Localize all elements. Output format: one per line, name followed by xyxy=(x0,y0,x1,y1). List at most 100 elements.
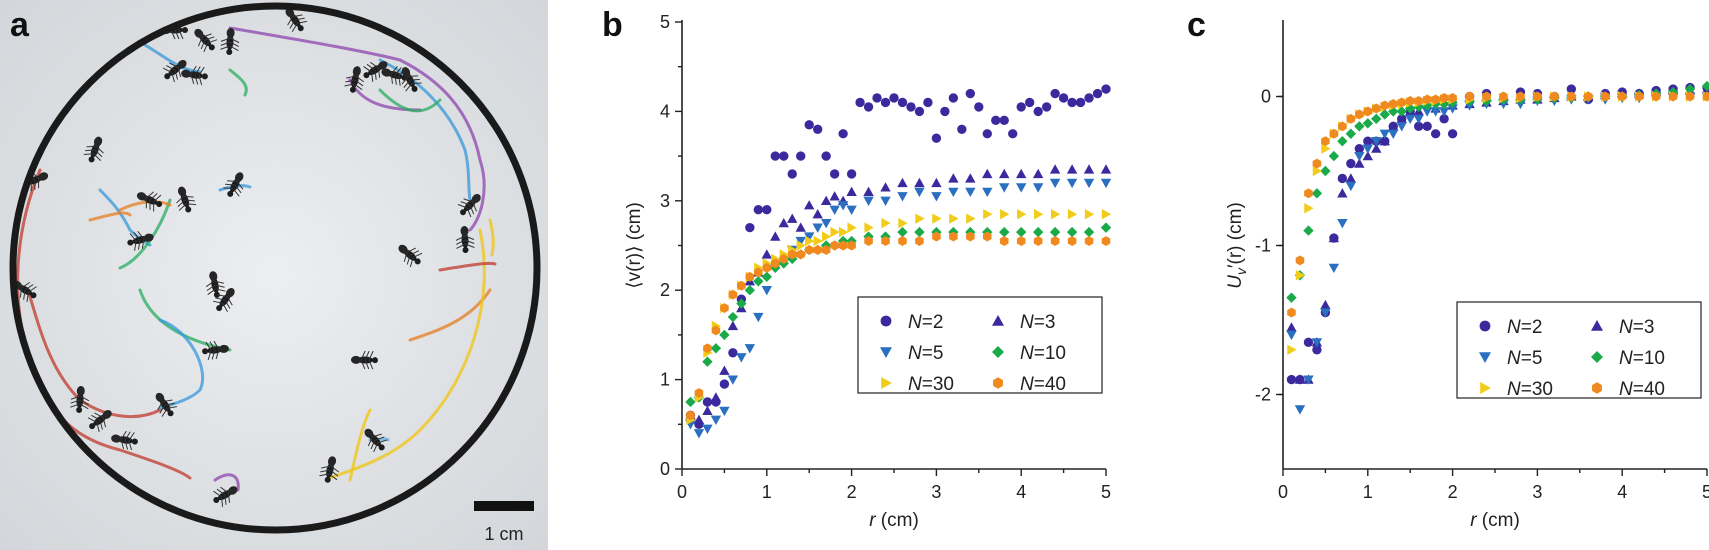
data-point xyxy=(1651,91,1661,102)
data-point xyxy=(795,236,806,247)
data-point xyxy=(1017,209,1027,220)
data-point xyxy=(1084,93,1094,103)
data-point xyxy=(685,396,696,408)
ant-trail xyxy=(158,318,205,410)
data-point xyxy=(915,213,925,224)
data-point xyxy=(1533,91,1542,102)
data-point xyxy=(1041,102,1052,112)
data-point xyxy=(1032,168,1044,179)
data-point xyxy=(1312,345,1322,355)
data-point xyxy=(703,343,712,354)
data-point xyxy=(1000,209,1010,220)
data-point xyxy=(923,97,933,108)
legend-box xyxy=(857,296,1103,394)
data-point xyxy=(838,129,848,139)
data-point xyxy=(795,222,806,232)
data-point xyxy=(736,298,747,309)
data-point xyxy=(1430,107,1441,117)
y-tick-label: -1 xyxy=(1255,236,1271,256)
data-point xyxy=(1033,106,1043,117)
ant xyxy=(344,66,365,93)
data-point xyxy=(1321,143,1331,154)
data-point xyxy=(914,187,925,198)
data-point xyxy=(864,236,873,246)
data-point xyxy=(804,120,814,130)
data-point xyxy=(948,187,959,198)
data-point xyxy=(982,129,992,139)
legend-box xyxy=(1456,301,1702,399)
data-point xyxy=(1337,136,1348,147)
data-point xyxy=(855,97,865,108)
arena-wall xyxy=(9,2,541,534)
ant-trail xyxy=(228,68,248,97)
data-point xyxy=(1016,236,1026,246)
data-point xyxy=(720,303,729,314)
data-point xyxy=(1338,121,1347,132)
data-point xyxy=(744,285,756,296)
ant xyxy=(455,226,475,253)
series-N40 xyxy=(1287,91,1709,318)
data-point xyxy=(1295,270,1306,281)
x-tick-label: 4 xyxy=(1016,482,1026,502)
data-point xyxy=(1328,232,1340,243)
data-point xyxy=(1312,158,1322,169)
data-point xyxy=(1354,151,1365,162)
data-point xyxy=(1303,225,1314,236)
data-point xyxy=(881,217,891,229)
data-point xyxy=(1101,236,1111,246)
data-point xyxy=(880,196,891,206)
data-point xyxy=(965,187,976,198)
data-point xyxy=(1363,136,1373,146)
data-point xyxy=(974,102,984,112)
data-point xyxy=(1084,236,1094,246)
data-point xyxy=(1439,114,1449,124)
ant xyxy=(398,244,423,268)
data-point xyxy=(1345,181,1357,192)
data-point xyxy=(846,205,857,215)
data-point xyxy=(779,253,789,264)
ant xyxy=(364,428,388,453)
data-point xyxy=(770,231,781,241)
legend-item-N40: N=40 xyxy=(993,374,1066,395)
legend-label: N=10 xyxy=(1020,343,1066,364)
x-tick-label: 4 xyxy=(1617,482,1627,502)
data-point xyxy=(1465,91,1474,102)
data-point xyxy=(710,392,722,402)
data-point xyxy=(1354,158,1365,168)
y-tick-label: 2 xyxy=(660,280,670,300)
data-point xyxy=(778,217,789,228)
data-point xyxy=(1286,322,1297,332)
x-tick-label: 5 xyxy=(1702,482,1709,502)
data-point xyxy=(931,177,942,188)
data-point xyxy=(1066,178,1078,189)
data-point xyxy=(1482,91,1491,102)
data-point xyxy=(761,286,772,296)
panel-c-chart: c 0 1 2 3 4 5 -2 -1 0 r (cm) Uv′(r) (cm) N=2 N=3 N=5… xyxy=(1187,6,1709,531)
data-point xyxy=(1396,113,1407,124)
data-point xyxy=(1422,94,1432,105)
data-point xyxy=(991,115,1001,126)
data-point xyxy=(1431,94,1440,105)
legend-label: N=5 xyxy=(1507,348,1542,369)
data-point xyxy=(762,262,772,273)
data-point xyxy=(813,245,822,255)
data-point xyxy=(1414,121,1424,131)
data-point xyxy=(1303,375,1314,385)
legend-marker xyxy=(1591,351,1603,363)
data-point xyxy=(1701,80,1709,92)
data-point xyxy=(1438,107,1450,117)
x-tick-label: 3 xyxy=(1532,482,1542,502)
data-point xyxy=(1617,91,1627,102)
ant xyxy=(194,28,218,53)
ant xyxy=(401,67,422,92)
data-point xyxy=(982,168,993,179)
data-point xyxy=(1050,236,1060,246)
data-point xyxy=(1345,173,1357,183)
data-point xyxy=(719,406,730,417)
data-point xyxy=(1397,97,1406,108)
data-point xyxy=(1362,118,1373,129)
data-point xyxy=(787,213,798,223)
data-point xyxy=(1286,292,1297,303)
data-point xyxy=(829,205,840,215)
ant xyxy=(83,136,104,163)
